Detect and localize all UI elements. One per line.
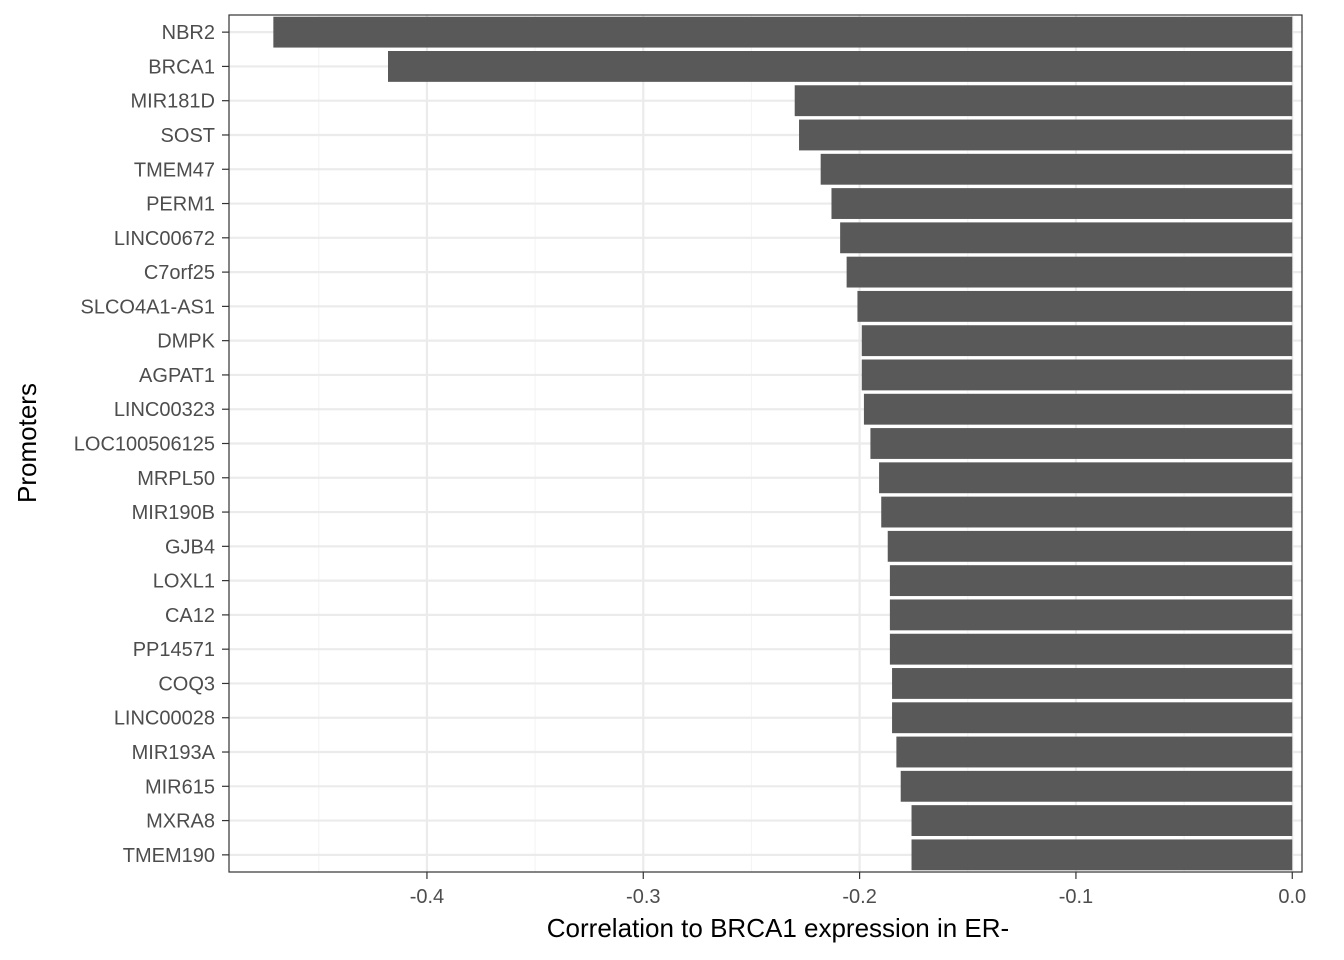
y-tick-label: BRCA1 xyxy=(148,56,215,78)
y-tick-label: TMEM190 xyxy=(123,845,215,867)
bar-linc00323 xyxy=(863,393,1293,425)
bar-loxl1 xyxy=(889,565,1293,597)
bar-linc00672 xyxy=(840,222,1293,254)
bar-mir190b xyxy=(881,496,1293,528)
y-tick-label: LINC00028 xyxy=(114,708,215,730)
y-tick-label: COQ3 xyxy=(158,673,215,695)
y-tick-label: C7orf25 xyxy=(144,262,215,284)
y-tick-label: MIR615 xyxy=(145,776,215,798)
y-tick-label: TMEM47 xyxy=(134,159,215,181)
x-tick-label: -0.3 xyxy=(626,886,660,908)
y-tick-label: LOXL1 xyxy=(153,571,215,593)
bar-slco4a1-as1 xyxy=(857,290,1293,322)
y-tick-label: GJB4 xyxy=(165,536,215,558)
bar-mir181d xyxy=(794,85,1293,117)
bar-tmem190 xyxy=(911,839,1293,871)
y-axis: NBR2 BRCA1 MIR181D SOST TMEM47 PERM1 LINC00672… xyxy=(74,22,229,867)
y-tick-label: SOST xyxy=(161,125,215,147)
bar-tmem47 xyxy=(820,153,1293,185)
bar-brca1 xyxy=(388,50,1293,82)
bar-dmpk xyxy=(861,325,1293,357)
y-tick-label: AGPAT1 xyxy=(139,365,215,387)
bar-mrpl50 xyxy=(879,462,1293,494)
y-tick-label: LOC100506125 xyxy=(74,434,215,456)
bar-nbr2 xyxy=(273,16,1293,48)
x-tick-label: -0.1 xyxy=(1059,886,1093,908)
y-tick-label: MXRA8 xyxy=(146,811,215,833)
x-axis: -0.4 -0.3 -0.2 -0.1 0.0 xyxy=(410,872,1306,908)
y-tick-label: CA12 xyxy=(165,605,215,627)
bar-loc100506125 xyxy=(870,428,1293,459)
bar-ca12 xyxy=(889,599,1293,631)
bar-agpat1 xyxy=(861,359,1293,391)
bar-mxra8 xyxy=(911,805,1293,837)
y-tick-label: MIR181D xyxy=(131,91,215,113)
bar-sost xyxy=(799,119,1293,151)
x-tick-label: -0.4 xyxy=(410,886,444,908)
y-tick-label: MRPL50 xyxy=(137,468,215,490)
bar-gjb4 xyxy=(887,530,1293,562)
y-axis-title: Promoters xyxy=(12,383,42,503)
y-tick-label: MIR193A xyxy=(132,742,216,764)
y-tick-label: LINC00323 xyxy=(114,399,215,421)
bar-coq3 xyxy=(892,668,1293,699)
x-tick-label: 0.0 xyxy=(1278,886,1306,908)
bar-perm1 xyxy=(831,188,1293,219)
bar-pp14571 xyxy=(889,633,1293,665)
x-axis-title: Correlation to BRCA1 expression in ER- xyxy=(547,913,1009,943)
bar-mir615 xyxy=(900,770,1293,802)
bar-linc00028 xyxy=(892,702,1293,734)
bars xyxy=(273,16,1293,871)
y-tick-label: PP14571 xyxy=(133,639,215,661)
bar-c7orf25 xyxy=(846,256,1293,288)
y-tick-label: NBR2 xyxy=(162,22,215,44)
y-tick-label: PERM1 xyxy=(146,194,215,216)
y-tick-label: SLCO4A1-AS1 xyxy=(80,296,215,318)
y-tick-label: MIR190B xyxy=(132,502,215,524)
y-tick-label: DMPK xyxy=(157,331,215,353)
y-tick-label: LINC00672 xyxy=(114,228,215,250)
bar-mir193a xyxy=(896,736,1293,768)
x-tick-label: -0.2 xyxy=(842,886,876,908)
